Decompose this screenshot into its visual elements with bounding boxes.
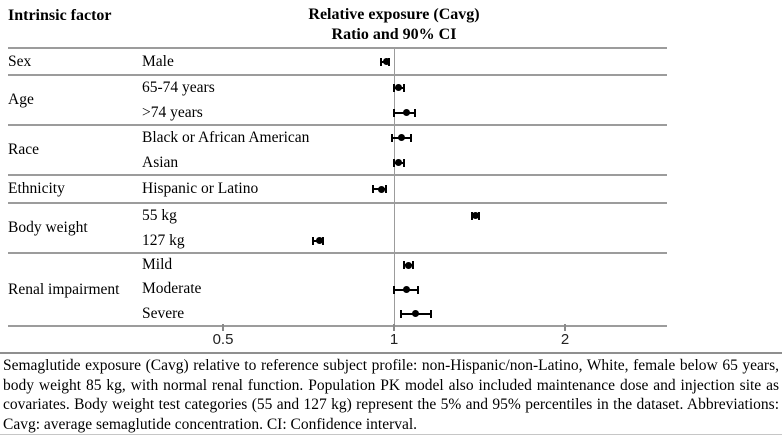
ci-cap-right (411, 261, 414, 270)
ci-cap-right (477, 211, 480, 220)
reference-line (394, 48, 395, 326)
section-divider (8, 47, 667, 49)
ci-cap-left (393, 158, 395, 167)
axis-tick (222, 324, 224, 331)
forest-dot (377, 185, 385, 193)
category-label: Severe (142, 304, 185, 322)
axis-tick (393, 324, 395, 331)
forest-dot (411, 310, 419, 318)
forest-dot (395, 84, 403, 91)
ci-cap-left (470, 211, 473, 220)
ci-cap-left (311, 236, 314, 245)
section-divider (8, 202, 667, 204)
factor-label: Renal impairment (8, 280, 120, 298)
axis-tick-label: 1 (389, 331, 399, 348)
category-label: 127 kg (142, 231, 185, 249)
ci-cap-left (393, 83, 395, 92)
ci-cap-left (402, 261, 405, 270)
ci-cap-right (429, 309, 432, 318)
ci-cap-left (393, 285, 395, 294)
category-label: Moderate (142, 280, 202, 298)
forest-dot (471, 212, 479, 219)
category-label: >74 years (142, 103, 203, 121)
section-divider (8, 124, 667, 126)
ci-cap-left (400, 309, 403, 318)
factor-label: Race (8, 141, 39, 158)
category-label: Black or African American (142, 128, 310, 146)
ci-cap-right (385, 185, 388, 193)
category-label: Male (142, 52, 174, 70)
category-label: 55 kg (142, 206, 177, 224)
ci-cap-right (322, 236, 325, 245)
axis-line (8, 325, 667, 327)
ci-cap-right (416, 285, 419, 294)
plot-title: Relative exposure (Cavg) Ratio and 90% C… (308, 5, 479, 45)
factor-label: Age (8, 91, 34, 108)
category-label: Mild (142, 256, 173, 274)
figure-bottom-border (0, 434, 782, 435)
forest-dot (404, 261, 412, 269)
ci-cap-right (409, 133, 412, 142)
factor-label: Ethnicity (8, 180, 65, 197)
forest-dot (397, 134, 405, 141)
forest-dot (382, 58, 390, 65)
section-divider (8, 174, 667, 176)
axis-tick-label: 0.5 (212, 331, 234, 348)
forest-dot (395, 159, 403, 166)
axis-tick-label: 2 (560, 331, 570, 348)
ci-cap-right (414, 108, 417, 117)
category-label: Hispanic or Latino (142, 180, 259, 197)
ci-cap-left (393, 108, 395, 117)
forest-dot (402, 109, 410, 116)
ci-cap-left (390, 133, 393, 142)
ci-cap-right (402, 83, 405, 92)
ci-cap-left (380, 57, 383, 66)
column-header-intrinsic-factor: Intrinsic factor (8, 7, 112, 24)
caption-divider (0, 352, 782, 354)
plot-title-line1: Relative exposure (Cavg) (308, 6, 480, 23)
factor-label: Sex (8, 52, 32, 70)
forest-dot (316, 237, 324, 244)
category-label: 65-74 years (142, 78, 215, 96)
figure-caption: Semaglutide exposure (Cavg) relative to … (3, 357, 779, 433)
ci-cap-left (372, 185, 375, 193)
factor-label: Body weight (8, 219, 88, 236)
ci-cap-right (402, 158, 405, 167)
section-divider (8, 252, 667, 254)
category-label: Asian (142, 153, 179, 171)
plot-title-line2: Ratio and 90% CI (331, 26, 457, 43)
section-divider (8, 74, 667, 76)
axis-tick (564, 324, 566, 331)
forest-dot (402, 286, 410, 293)
